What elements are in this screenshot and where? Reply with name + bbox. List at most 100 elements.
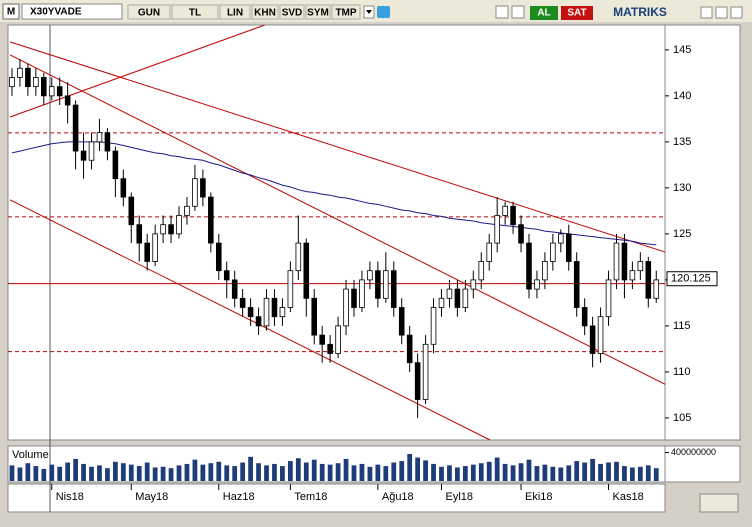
candle-body xyxy=(573,261,580,308)
volume-bar xyxy=(510,465,516,481)
volume-bar xyxy=(470,464,476,481)
candle-body xyxy=(136,224,143,244)
candle-body xyxy=(486,242,493,262)
candle-body xyxy=(446,288,453,299)
twitter-icon[interactable] xyxy=(377,6,390,18)
candle-body xyxy=(128,196,135,226)
volume-bar xyxy=(502,463,508,481)
volume-bar xyxy=(208,463,214,481)
plot-area xyxy=(8,25,665,440)
volume-bar xyxy=(407,453,413,481)
trendline xyxy=(9,25,266,118)
volume-bar xyxy=(335,463,341,481)
candle-body xyxy=(406,334,413,364)
sell-label: SAT xyxy=(567,8,586,19)
candle-body xyxy=(215,242,222,272)
maximize[interactable] xyxy=(715,6,728,19)
candle-body xyxy=(200,178,206,198)
candle-body xyxy=(271,297,278,318)
toolbar-button[interactable] xyxy=(331,4,361,20)
settings-icon[interactable] xyxy=(699,493,739,513)
volume-bar xyxy=(73,458,78,481)
x-tick-label: Tem18 xyxy=(294,491,327,503)
toolbar-button[interactable] xyxy=(127,4,171,20)
toolbar-button-label: SVD xyxy=(282,8,303,19)
candle-body xyxy=(88,141,95,161)
date-axis xyxy=(7,483,666,513)
symbol-box[interactable] xyxy=(21,3,123,20)
close[interactable] xyxy=(730,6,743,19)
toolbar-button[interactable] xyxy=(219,4,251,20)
pin-icon[interactable] xyxy=(495,5,509,19)
dropdown-arrow xyxy=(366,10,372,14)
toolbar-button-label: TL xyxy=(189,8,201,19)
candle-body xyxy=(645,261,652,299)
toolbar-button[interactable] xyxy=(251,4,279,20)
candle-body xyxy=(263,297,270,327)
toolbar-button[interactable] xyxy=(171,4,219,20)
volume-bar xyxy=(65,462,71,481)
volume-bar xyxy=(494,457,500,481)
volume-bar xyxy=(518,463,524,481)
candle-body xyxy=(526,242,532,290)
candle-body xyxy=(247,307,254,318)
candle-body xyxy=(208,196,214,244)
price-panel xyxy=(7,24,666,441)
buy-button[interactable] xyxy=(530,6,558,20)
candle-body xyxy=(319,334,325,345)
candle-body xyxy=(152,233,158,262)
volume-bar xyxy=(295,458,301,481)
candle-body xyxy=(231,279,238,299)
candle-body xyxy=(383,270,389,299)
volume-bar xyxy=(399,461,405,481)
volume-bar xyxy=(112,461,118,481)
volume-bar xyxy=(105,468,110,481)
buy-label: AL xyxy=(537,8,550,19)
volume-bar xyxy=(184,463,190,481)
x-tick-label: Ağu18 xyxy=(382,491,414,503)
volume-bar xyxy=(240,462,246,481)
volume-bar xyxy=(606,462,611,481)
candle-body xyxy=(295,242,302,272)
y-tick-label: 125 xyxy=(673,228,691,240)
volume-bar xyxy=(25,463,31,481)
volume-bar xyxy=(152,467,158,481)
logo-box[interactable] xyxy=(2,3,20,20)
candle-body xyxy=(104,132,111,152)
sell-button[interactable] xyxy=(561,6,593,20)
y-tick-label: 135 xyxy=(673,136,691,148)
toolbar-button-label: LIN xyxy=(227,8,243,19)
volume-bar xyxy=(486,461,492,481)
candle-body xyxy=(454,288,461,308)
volume-bar xyxy=(303,462,309,481)
candle-body xyxy=(565,233,572,262)
volume-bar xyxy=(327,464,333,481)
candle-body xyxy=(25,67,31,88)
volume-tick-label: 400000000 xyxy=(671,447,716,457)
candle-body xyxy=(621,242,628,281)
toolbar-buttons: GUN TL LIN KHN SVD SYM TMP xyxy=(127,4,361,20)
toolbar-button[interactable] xyxy=(305,4,331,20)
toolbar-button[interactable] xyxy=(279,4,305,20)
volume-bar xyxy=(653,468,659,481)
minimize[interactable] xyxy=(700,6,713,19)
candle-body xyxy=(375,270,381,299)
volume-bar xyxy=(542,464,548,481)
candle-body xyxy=(390,270,397,308)
volume-bar xyxy=(574,461,580,481)
y-tick-label: 140 xyxy=(673,90,691,102)
volume-bar xyxy=(280,466,285,481)
volume-bar xyxy=(391,462,397,481)
refresh-icon[interactable] xyxy=(511,5,525,19)
candle-body xyxy=(144,242,150,262)
volume-axis xyxy=(664,445,741,483)
y-tick-label: 130 xyxy=(673,182,691,194)
candle-body xyxy=(72,104,79,152)
x-tick-label: Eki18 xyxy=(525,491,553,503)
volume-bar xyxy=(439,466,444,481)
candle-body xyxy=(430,307,437,345)
volume-bar xyxy=(168,468,174,481)
volume-bar xyxy=(415,457,421,481)
volume-bar xyxy=(455,467,460,481)
